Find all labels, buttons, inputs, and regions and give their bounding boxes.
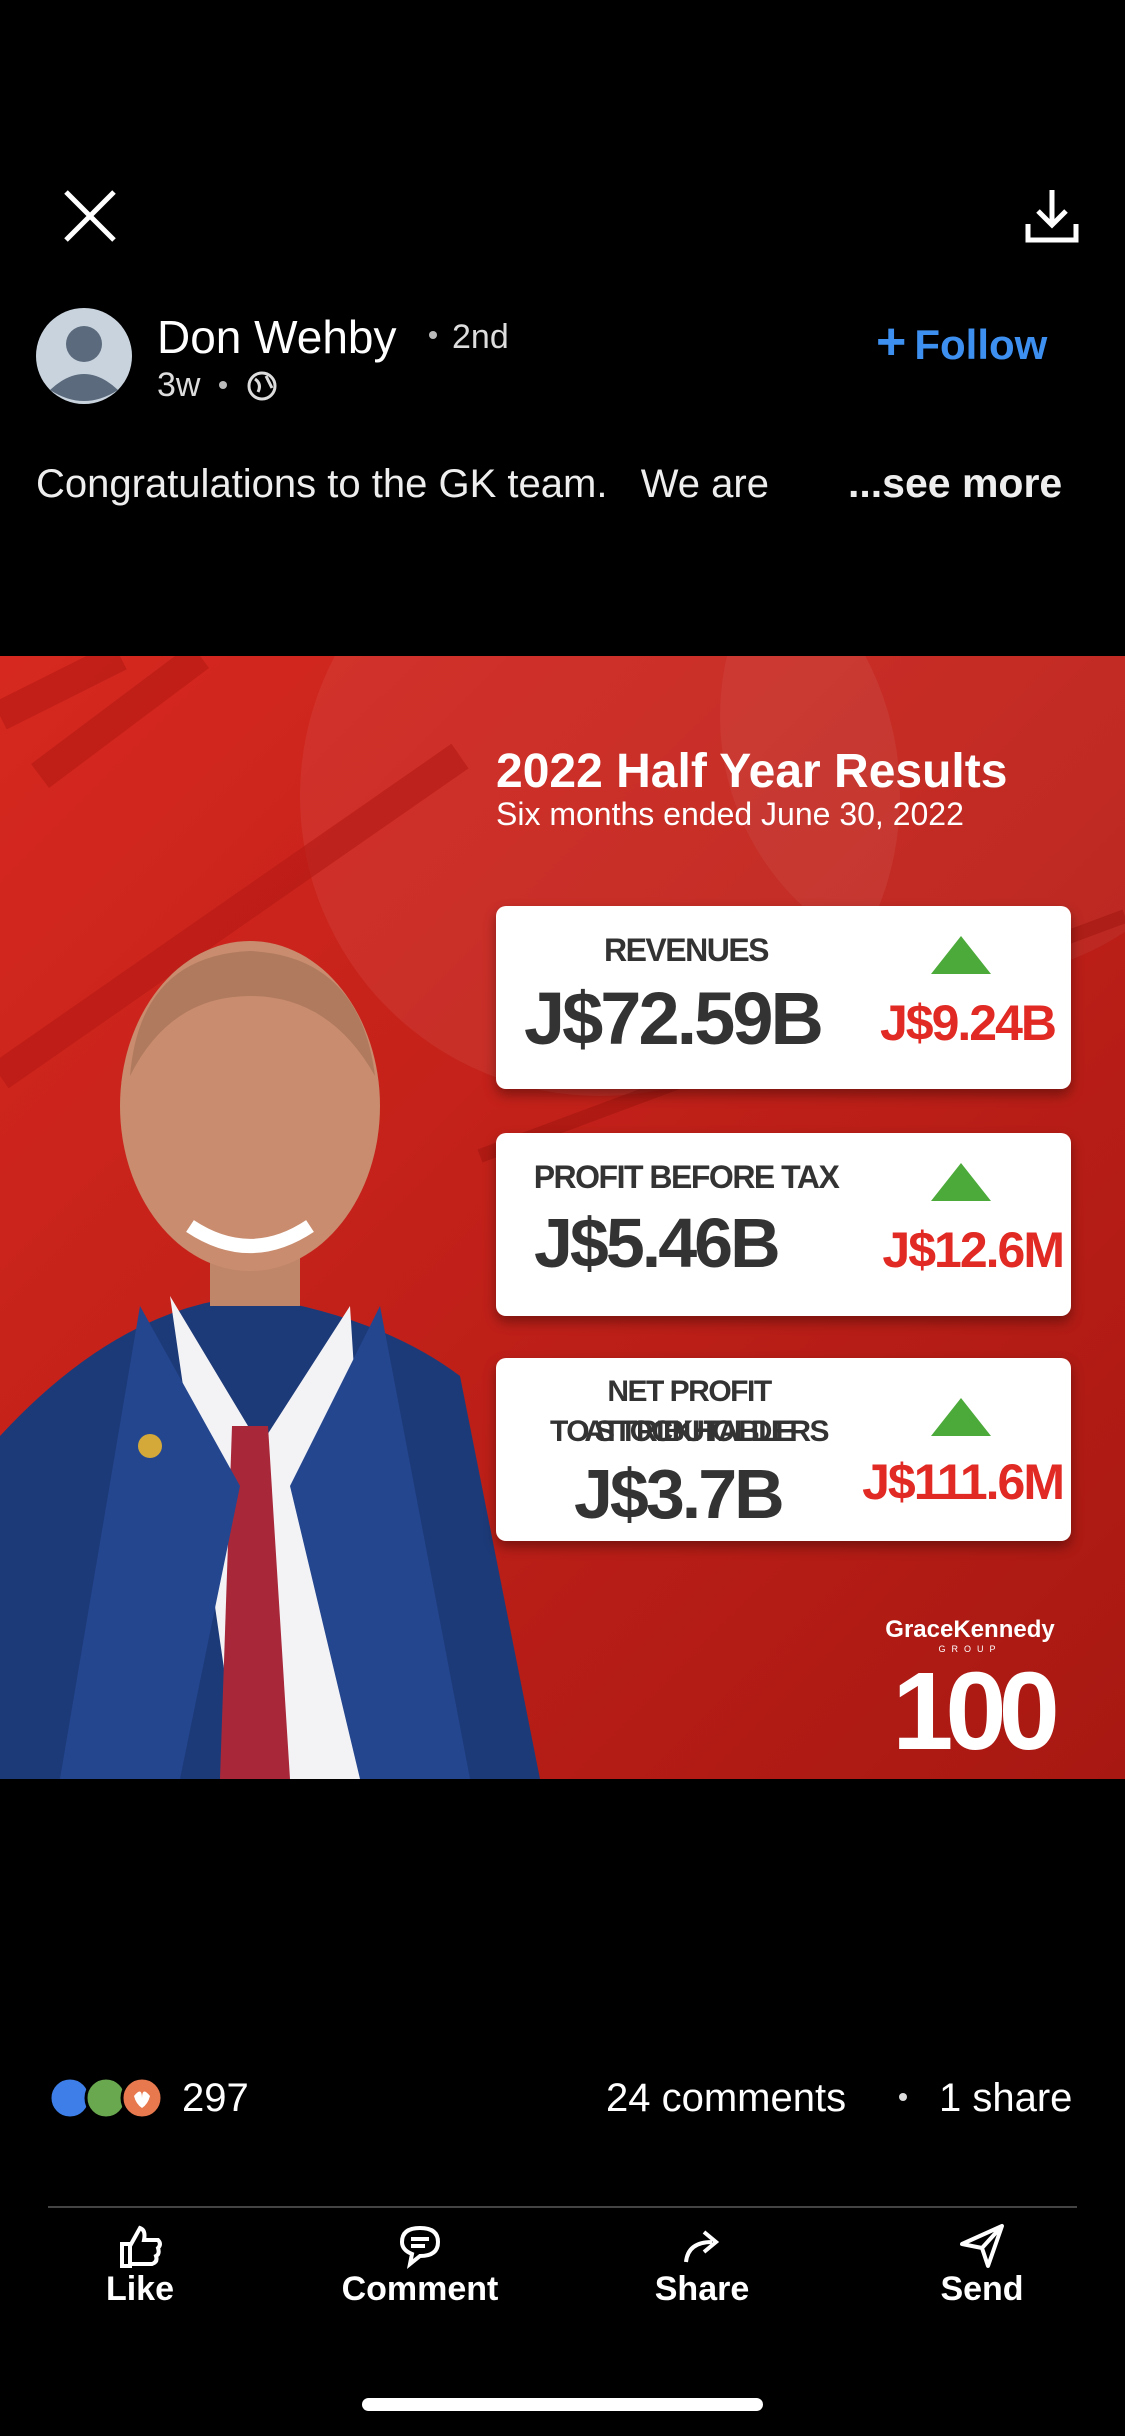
result-card: PROFIT BEFORE TAX J$5.46B J$12.6M: [496, 1133, 1071, 1316]
logo-number: 100: [892, 1650, 1060, 1773]
follow-button[interactable]: + Follow: [876, 312, 1047, 372]
card-label: TO STOCKHOLDERS: [549, 1415, 830, 1448]
card-label: REVENUES: [603, 932, 770, 968]
image-title: 2022 Half Year Results: [496, 745, 1008, 798]
see-more[interactable]: ...see more: [848, 460, 1063, 506]
post-text: Congratulations to the GK team. We are: [36, 462, 769, 506]
card-change: J$111.6M: [862, 1454, 1065, 1510]
up-arrow: [931, 1163, 991, 1201]
separator: [219, 381, 227, 389]
up-arrow: [931, 936, 991, 974]
follow-plus: +: [876, 313, 907, 371]
divider: [48, 2206, 1077, 2208]
comment-count[interactable]: 24 comments: [606, 2076, 847, 2120]
separator: [899, 2093, 907, 2101]
reaction-count[interactable]: 297: [182, 2076, 249, 2120]
share-count[interactable]: 1 share: [939, 2076, 1073, 2120]
separator: [429, 331, 437, 339]
card-value: J$72.59B: [524, 977, 824, 1060]
avatar[interactable]: [36, 308, 132, 404]
like-icon[interactable]: [116, 2222, 164, 2270]
result-card: REVENUES J$72.59B J$9.24B: [496, 906, 1071, 1089]
home-indicator: [362, 2398, 763, 2411]
post-time: 3w: [157, 366, 201, 404]
image-subtitle: Six months ended June 30, 2022: [496, 796, 964, 832]
action-label[interactable]: Comment: [341, 2270, 499, 2308]
post-image[interactable]: 2022 Half Year Results Six months ended …: [0, 656, 1125, 1779]
close-button[interactable]: [62, 188, 118, 244]
comment-icon[interactable]: [396, 2222, 444, 2270]
share-icon[interactable]: [678, 2222, 726, 2270]
action-label[interactable]: Like: [105, 2270, 175, 2308]
card-label: PROFIT BEFORE TAX: [533, 1159, 840, 1195]
reaction-icons[interactable]: [48, 2076, 168, 2122]
result-card: NET PROFIT ATTRIBUTABLE TO STOCKHOLDERS J$…: [496, 1358, 1071, 1541]
up-arrow: [931, 1398, 991, 1436]
action-label[interactable]: Send: [940, 2270, 1024, 2308]
card-label: NET PROFIT ATTRIBUTABLE: [584, 1375, 795, 1448]
logo-group: GROUP: [938, 1644, 1002, 1654]
card-value: J$3.7B: [574, 1455, 785, 1533]
degree: 2nd: [452, 318, 509, 356]
follow-label[interactable]: Follow: [914, 321, 1048, 368]
logo-brand: GraceKennedy: [885, 1616, 1055, 1643]
card-change: J$9.24B: [879, 995, 1057, 1051]
globe-icon: [247, 371, 277, 401]
card-change: J$12.6M: [882, 1222, 1065, 1278]
author-name[interactable]: Don Wehby: [157, 311, 397, 363]
send-icon[interactable]: [958, 2222, 1006, 2270]
card-value: J$5.46B: [534, 1204, 781, 1282]
download-button[interactable]: [1022, 186, 1082, 246]
action-label[interactable]: Share: [654, 2270, 750, 2308]
